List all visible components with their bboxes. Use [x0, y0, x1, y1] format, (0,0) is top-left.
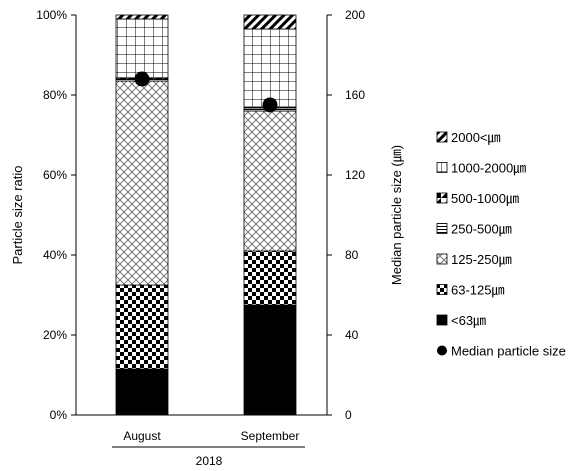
bar-segment: [115, 14, 169, 20]
right-tick-label: 160: [345, 88, 365, 102]
legend-label: 63-125㎛: [451, 283, 504, 299]
legend-swatch: [436, 162, 448, 173]
legend-label: 500-1000㎛: [451, 191, 519, 207]
left-tick-label: 20%: [43, 328, 67, 342]
legend-label: 2000<㎛: [451, 130, 501, 146]
median-point: [262, 97, 278, 113]
bar-segment: [115, 284, 169, 370]
legend-swatch: [436, 131, 448, 143]
right-tick-label: 0: [345, 408, 352, 422]
x-group-label: 2018: [196, 454, 223, 468]
right-tick-label: 120: [345, 168, 365, 182]
right-tick-label: 200: [345, 8, 365, 22]
x-category-label: August: [123, 429, 161, 443]
bar-segment: [243, 28, 297, 108]
bar-segment: [243, 110, 297, 252]
bar-segment: [115, 80, 169, 286]
bar-segment: [243, 14, 297, 30]
bar-segment: [243, 304, 297, 416]
bar-segment: [115, 18, 169, 79]
median-markers: [134, 71, 278, 113]
legend-label: 125-250㎛: [451, 252, 512, 268]
bar-segment: [243, 250, 297, 306]
legend-swatch: [436, 314, 448, 326]
legend-label: 250-500㎛: [451, 222, 512, 238]
legend-swatch: [436, 284, 448, 295]
axes: 0% 20% 40% 60% 80% 100% 0 40 80 120 160 200 Particle…: [10, 8, 405, 468]
legend: 2000<㎛ 1000-2000㎛ 500-1000㎛ 250-500㎛ 125-250…: [436, 130, 566, 359]
right-tick-label: 80: [345, 248, 359, 262]
bars: [115, 14, 297, 416]
legend-swatch-median: [437, 345, 447, 356]
median-point: [134, 71, 150, 87]
bar-segment: [115, 368, 169, 416]
y-axis-title: Particle size ratio: [10, 166, 25, 265]
y2-axis-title: Median particle size (㎛): [389, 145, 405, 285]
legend-swatch: [436, 223, 448, 234]
legend-label: <63㎛: [451, 313, 486, 329]
legend-swatch: [436, 192, 448, 204]
left-tick-label: 40%: [43, 248, 67, 262]
legend-label: 1000-2000㎛: [451, 161, 526, 177]
left-tick-label: 100%: [36, 8, 67, 22]
left-tick-label: 0%: [50, 408, 68, 422]
left-tick-label: 60%: [43, 168, 67, 182]
x-category-label: September: [241, 429, 300, 443]
left-tick-label: 80%: [43, 88, 67, 102]
legend-label: Median particle size: [451, 344, 566, 359]
legend-swatch: [436, 253, 448, 265]
right-tick-label: 40: [345, 328, 359, 342]
